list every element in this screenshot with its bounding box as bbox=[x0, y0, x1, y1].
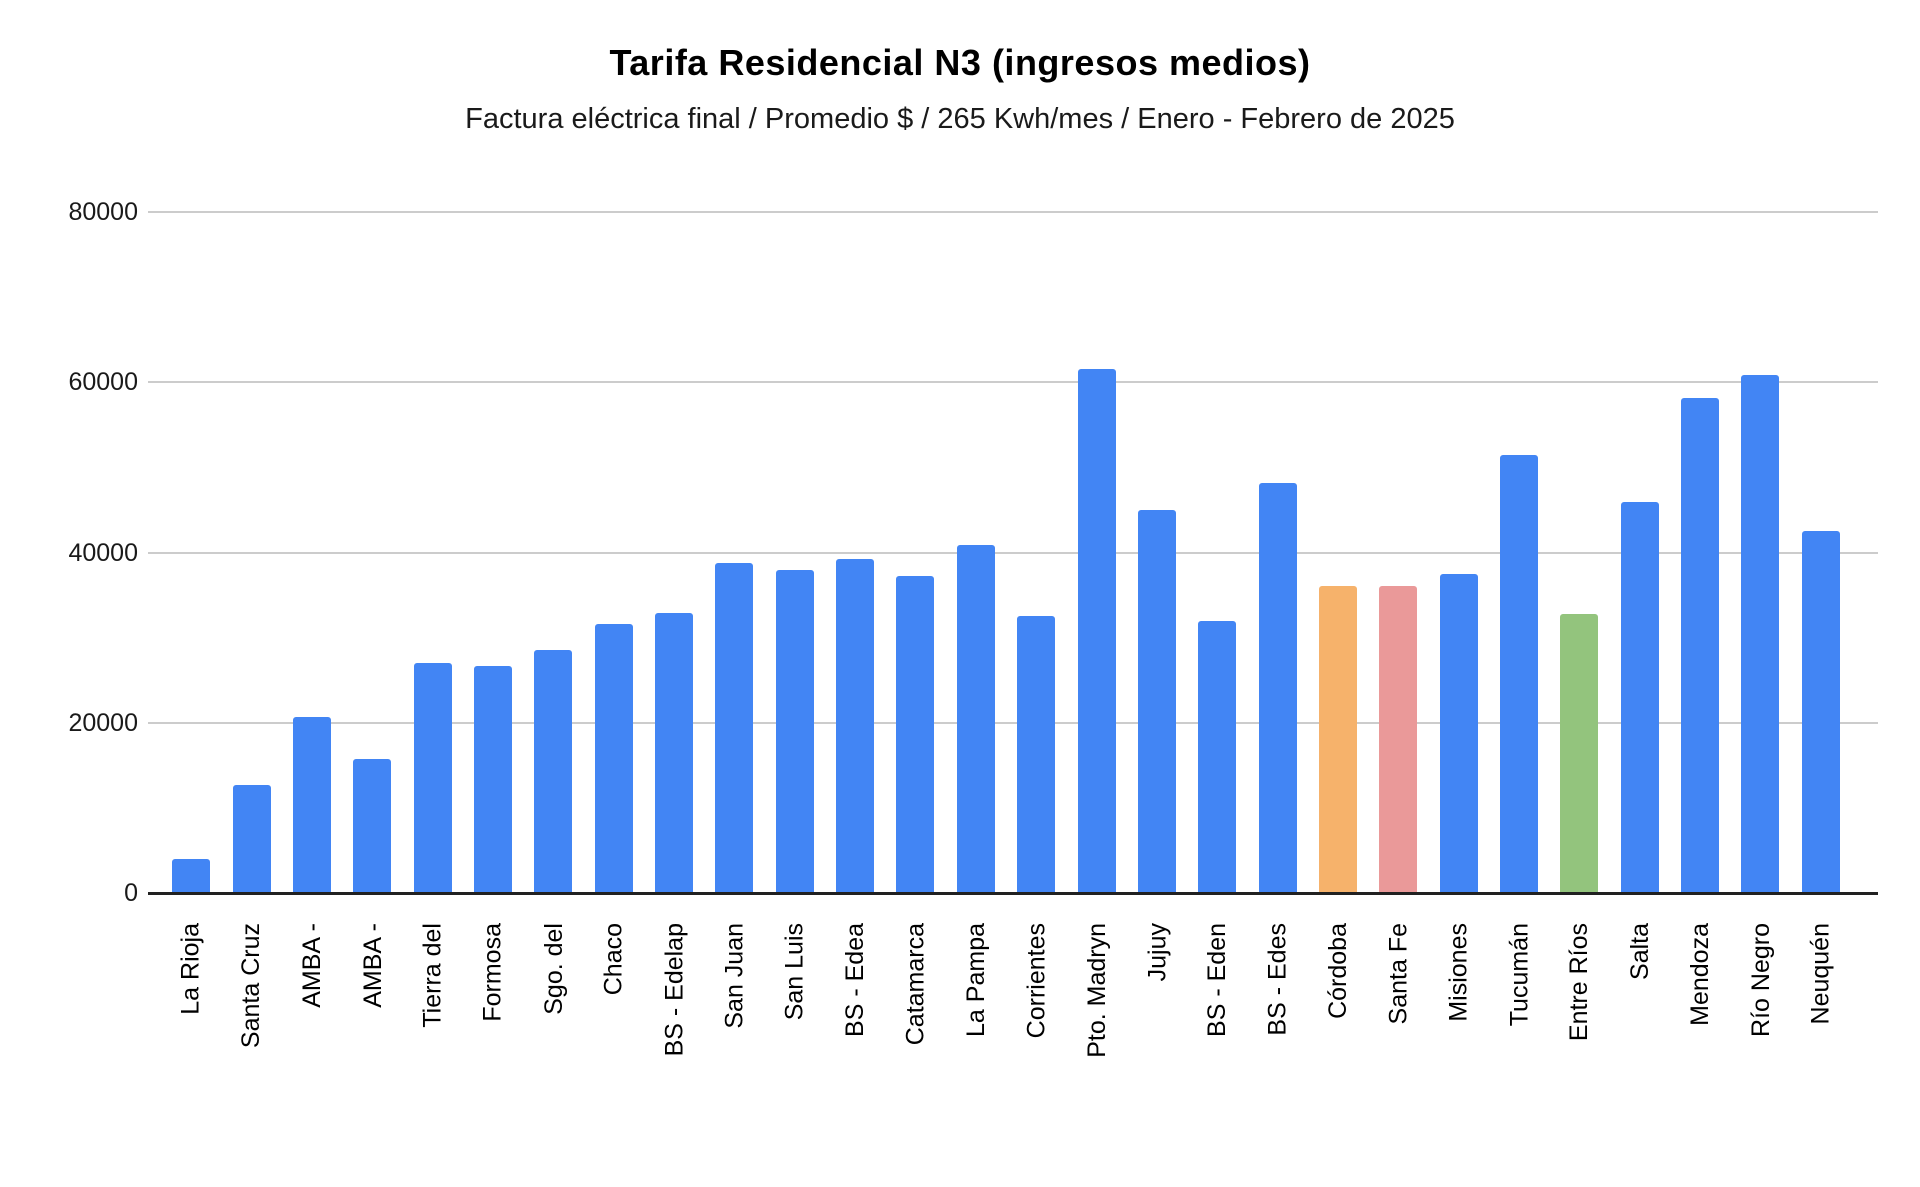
x-axis-label: AMBA - bbox=[358, 923, 387, 1008]
x-axis-line bbox=[148, 892, 1878, 895]
bar-jujuy bbox=[1137, 509, 1176, 893]
bar-entre-ríos bbox=[1560, 613, 1599, 893]
gridline bbox=[148, 721, 1878, 724]
y-axis-tick-label: 20000 bbox=[68, 708, 138, 737]
bar-la-pampa bbox=[956, 544, 995, 893]
x-axis-label: Santa Fe bbox=[1384, 923, 1413, 1025]
x-axis-label: Jujuy bbox=[1142, 923, 1171, 982]
gridline bbox=[148, 381, 1878, 384]
bar-corrientes bbox=[1017, 616, 1056, 893]
x-axis-label: La Pampa bbox=[961, 923, 990, 1037]
x-axis-label: BS - Edea bbox=[841, 923, 870, 1037]
bar-san-luis bbox=[775, 570, 814, 893]
x-axis-label: Chaco bbox=[599, 923, 628, 996]
bar-chaco bbox=[594, 624, 633, 893]
x-axis-label: Córdoba bbox=[1323, 923, 1352, 1019]
y-axis-tick-label: 40000 bbox=[68, 538, 138, 567]
bar-bs-edelap bbox=[655, 612, 694, 893]
bar-amba- bbox=[353, 758, 392, 893]
x-axis-label: BS - Edelap bbox=[660, 923, 689, 1057]
bar-catamarca bbox=[896, 576, 935, 893]
bar-bs-edes bbox=[1258, 482, 1297, 893]
bar-salta bbox=[1620, 502, 1659, 893]
bar-bs-edea bbox=[836, 559, 875, 893]
bar-sgo-del bbox=[534, 650, 573, 893]
bar-río-negro bbox=[1741, 375, 1780, 893]
y-axis-tick-label: 80000 bbox=[68, 198, 138, 226]
chart-title: Tarifa Residencial N3 (ingresos medios) bbox=[609, 42, 1311, 83]
bar-neuquén bbox=[1801, 531, 1840, 893]
x-axis-label: Pto. Madryn bbox=[1082, 923, 1111, 1058]
x-axis-label: Misiones bbox=[1444, 923, 1473, 1022]
x-axis-label: Entre Ríos bbox=[1565, 923, 1594, 1042]
x-axis-label: BS - Eden bbox=[1203, 923, 1232, 1037]
bar-mendoza bbox=[1681, 397, 1720, 893]
x-axis-label: AMBA - bbox=[297, 923, 326, 1008]
x-axis-label: San Juan bbox=[720, 923, 749, 1029]
x-axis-label: La Rioja bbox=[177, 923, 206, 1015]
x-axis-label: Tierra del bbox=[418, 923, 447, 1028]
bar-misiones bbox=[1439, 573, 1478, 893]
bar-tucumán bbox=[1500, 455, 1539, 893]
x-axis-label: Neuquén bbox=[1806, 923, 1835, 1025]
x-axis-label: Mendoza bbox=[1686, 923, 1715, 1026]
bar-formosa bbox=[473, 665, 512, 893]
x-axis-label: Río Negro bbox=[1746, 923, 1775, 1037]
x-axis-label: Formosa bbox=[478, 923, 507, 1022]
y-axis-tick-label: 60000 bbox=[68, 368, 138, 397]
bar-amba- bbox=[292, 716, 331, 893]
y-axis-tick-label: 0 bbox=[124, 879, 138, 907]
bar-córdoba bbox=[1318, 585, 1357, 893]
x-axis-label: San Luis bbox=[780, 923, 809, 1021]
x-axis-label: Catamarca bbox=[901, 923, 930, 1046]
gridline bbox=[148, 211, 1878, 213]
bar-tierra-del bbox=[413, 663, 452, 893]
bar-santa-cruz bbox=[232, 784, 271, 893]
x-axis-label: Tucumán bbox=[1505, 923, 1534, 1027]
x-axis-label: BS - Edes bbox=[1263, 923, 1292, 1036]
bar-la-rioja bbox=[172, 858, 211, 893]
x-axis-label: Corrientes bbox=[1022, 923, 1051, 1039]
bar-pto-madryn bbox=[1077, 368, 1116, 893]
bar-santa-fe bbox=[1379, 585, 1418, 893]
gridline bbox=[148, 551, 1878, 554]
bar-bs-eden bbox=[1198, 621, 1237, 893]
bar-san-juan bbox=[715, 562, 754, 893]
x-axis-label: Salta bbox=[1625, 923, 1654, 980]
x-axis-label: Sgo. del bbox=[539, 923, 568, 1015]
x-axis-label: Santa Cruz bbox=[237, 923, 266, 1049]
chart-subtitle: Factura eléctrica final / Promedio $ / 2… bbox=[465, 103, 1455, 135]
